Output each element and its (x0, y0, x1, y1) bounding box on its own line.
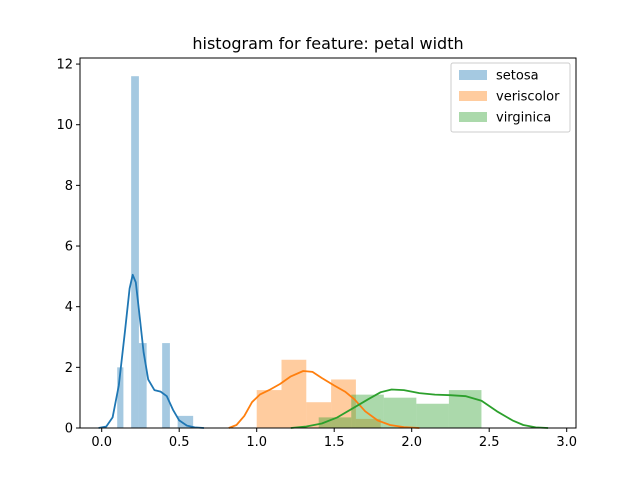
bar-virginica-3 (416, 403, 449, 428)
kde-layer (98, 273, 549, 429)
y-tick-label: 8 (65, 179, 73, 194)
y-axis: 0 2 4 6 8 10 12 (56, 58, 80, 437)
legend-label-setosa: setosa (496, 69, 539, 84)
legend-swatch-setosa (459, 70, 487, 80)
legend-swatch-veriscolor (459, 91, 487, 101)
x-tick-label: 3.0 (556, 435, 577, 450)
x-tick-label: 2.5 (479, 435, 500, 450)
legend-box (450, 62, 571, 133)
legend-swatch-virginica (459, 112, 487, 122)
bar-veriscolor-1 (281, 359, 307, 428)
bar-veriscolor-0 (256, 390, 282, 428)
y-tick-label: 0 (65, 422, 73, 437)
x-tick-label: 0.0 (91, 435, 112, 450)
x-tick-label: 1.5 (324, 435, 345, 450)
x-tick-label: 0.5 (169, 435, 190, 450)
y-tick-label: 12 (56, 58, 73, 73)
y-tick-label: 6 (65, 240, 73, 255)
bar-setosa-0 (117, 367, 124, 428)
legend-label-veriscolor: veriscolor (496, 90, 560, 105)
y-tick-label: 4 (65, 300, 73, 315)
legend: setosa veriscolor virginica (450, 62, 571, 133)
kde-line-virginica (290, 388, 549, 429)
bars-layer (117, 76, 482, 429)
bar-setosa-1 (131, 76, 139, 429)
kde-line-setosa (98, 273, 205, 429)
kde-line-veriscolor (228, 370, 420, 429)
bar-veriscolor-4 (355, 418, 381, 428)
bar-veriscolor-3 (331, 379, 356, 428)
y-tick-label: 2 (65, 361, 73, 376)
legend-label-virginica: virginica (496, 111, 551, 126)
y-tick-label: 10 (56, 118, 73, 133)
x-tick-label: 1.0 (246, 435, 267, 450)
chart-title: histogram for feature: petal width (192, 34, 463, 53)
bar-setosa-3 (162, 343, 170, 428)
x-axis: 0.0 0.5 1.0 1.5 2.0 2.5 3.0 (91, 428, 577, 450)
bar-virginica-0 (318, 417, 352, 428)
x-tick-label: 2.0 (401, 435, 422, 450)
bar-setosa-2 (138, 343, 147, 428)
bar-setosa-4 (177, 415, 194, 428)
axes-frame (79, 57, 577, 429)
bar-virginica-2 (383, 397, 417, 428)
